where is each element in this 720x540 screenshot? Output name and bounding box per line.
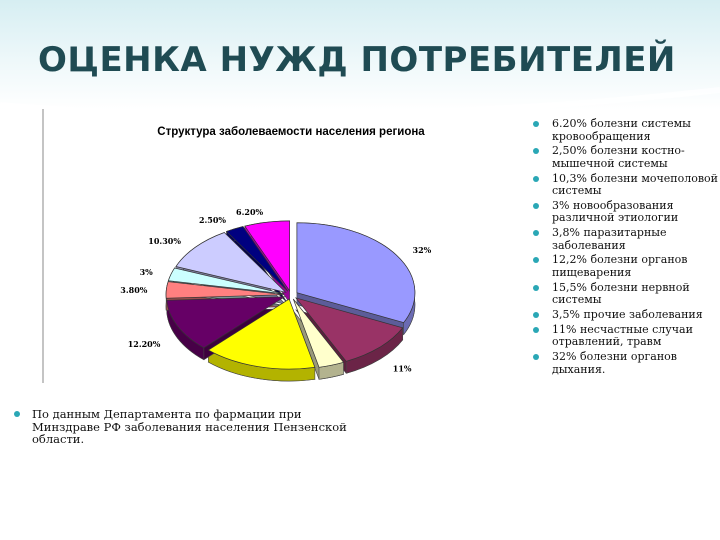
legend-bullet-item: 10,3% болезни мочеполовой системы	[528, 172, 718, 198]
pie-slice-label: 3.80%	[120, 285, 147, 295]
legend-bullet-item: 2,50% болезни костно-мышечной системы	[528, 145, 718, 170]
legend-bullet-item: 6.20% болезни системы кровообращения	[528, 117, 718, 143]
pie-chart: Структура заболеваемости населения регио…	[42, 109, 432, 385]
legend-bullet-item: 3,5% прочие заболевания	[528, 309, 718, 322]
legend-bullet-item: 3,8% паразитарные заболевания	[528, 226, 718, 252]
slide-title: ОЦЕНКА НУЖД ПОТРЕБИТЕЛЕЙ	[38, 40, 676, 80]
legend-bullet-item: 12,2% болезни органов пищеварения	[528, 254, 718, 279]
pie-slice-label: 2.50%	[199, 215, 226, 225]
pie-labels: 32%11%3.50%15.50%12.20%3.80%3%10.30%2.50…	[120, 207, 431, 385]
pie-slice	[167, 267, 285, 295]
legend-bullet-list: 6.20% болезни системы кровообращения 2,50…	[528, 117, 718, 378]
pie-slice	[296, 222, 416, 323]
pie-slice	[295, 297, 404, 362]
pie-slice	[244, 220, 290, 292]
pie-slice	[225, 226, 289, 292]
pie-slices	[165, 220, 416, 370]
pie-slice	[165, 281, 285, 299]
header-gradient	[0, 0, 720, 110]
pie-slice	[292, 298, 345, 368]
pie-slice	[207, 298, 316, 370]
pie-slice-label: 6.20%	[236, 207, 263, 217]
pie-slice-label: 11%	[393, 363, 412, 373]
pie-slice-label: 12.20%	[128, 339, 161, 349]
legend-bullet-item: 11% несчастные случаи отравлений, травм	[528, 323, 718, 349]
legend-bullet-item: 32% болезни органов дыхания.	[528, 350, 718, 376]
legend-bullet-item: 3% новообразования различной этиологии	[528, 199, 718, 225]
legend-bullet-item: 15,5% болезни нервной системы	[528, 281, 718, 307]
pie-slice-label: 3.50%	[338, 384, 365, 385]
pie-slice	[166, 296, 286, 349]
chart-title: Структура заболеваемости населения регио…	[157, 126, 425, 138]
pie-slice-label: 32%	[413, 245, 432, 255]
pie-slice-label: 10.30%	[148, 236, 181, 246]
source-note: По данным Департамента по фармации при М…	[8, 408, 362, 446]
header-curve	[0, 87, 720, 119]
pie-slice	[175, 232, 287, 293]
pie-slice-label: 3%	[140, 267, 154, 277]
chart-area: Структура заболеваемости населения регио…	[41, 107, 521, 385]
